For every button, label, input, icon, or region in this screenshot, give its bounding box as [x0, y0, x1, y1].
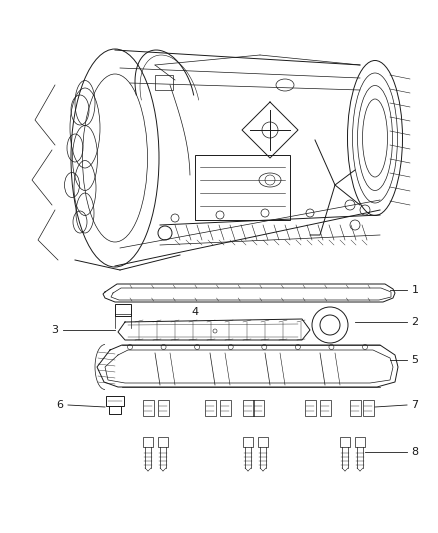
Text: 7: 7 — [411, 400, 419, 410]
Bar — [243, 400, 254, 416]
Bar — [340, 437, 350, 447]
Text: 3: 3 — [52, 325, 59, 335]
Text: 5: 5 — [411, 355, 418, 365]
Bar — [143, 437, 153, 447]
Bar — [258, 437, 268, 447]
Bar — [158, 437, 168, 447]
Bar — [305, 400, 316, 416]
Bar — [158, 400, 169, 416]
Bar — [109, 406, 121, 414]
Text: 1: 1 — [411, 285, 418, 295]
Bar — [115, 304, 131, 316]
Bar — [355, 437, 365, 447]
Bar — [253, 400, 264, 416]
Text: 4: 4 — [191, 307, 198, 317]
Bar — [143, 400, 154, 416]
Bar — [243, 437, 253, 447]
Bar — [320, 400, 331, 416]
Bar — [220, 400, 231, 416]
Text: 2: 2 — [411, 317, 419, 327]
Bar — [205, 400, 216, 416]
Bar — [106, 396, 124, 406]
Bar — [195, 155, 290, 220]
Bar — [350, 400, 361, 416]
Text: 8: 8 — [411, 447, 419, 457]
Text: 6: 6 — [57, 400, 64, 410]
Bar — [363, 400, 374, 416]
Bar — [155, 75, 173, 90]
